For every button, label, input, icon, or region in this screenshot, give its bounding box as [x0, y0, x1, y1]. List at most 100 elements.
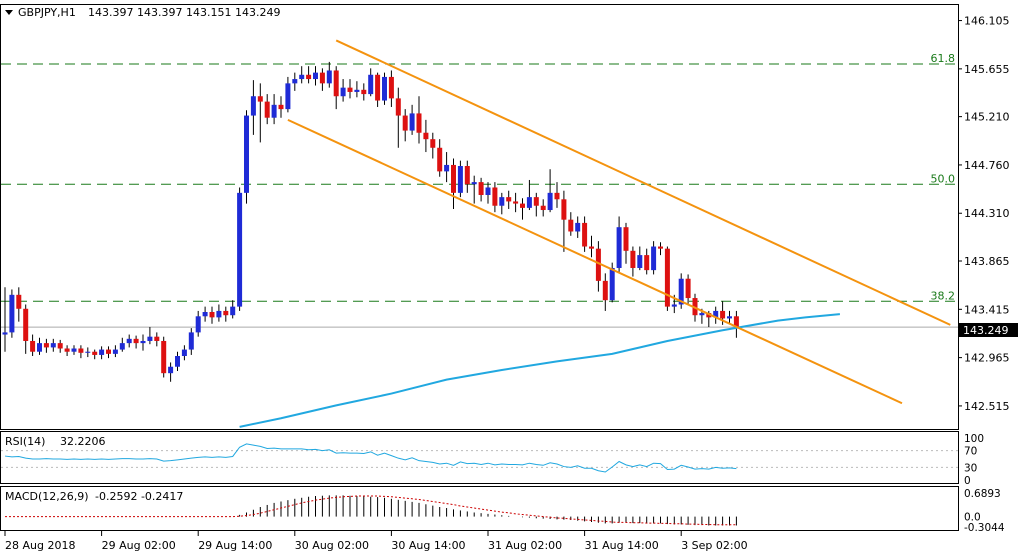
candle-body	[658, 246, 663, 249]
macd-tick-label: -0.3044	[964, 522, 1005, 534]
candle-body	[533, 197, 539, 206]
candle-body	[237, 192, 243, 307]
candle-body	[112, 349, 118, 354]
rsi-value: 32.2206	[60, 435, 106, 448]
candle-body	[644, 255, 650, 271]
candle-body	[630, 250, 636, 268]
time-tick-label: 29 Aug 02:00	[102, 539, 176, 552]
candle-body	[37, 343, 42, 352]
candle-body	[71, 348, 77, 352]
candle-body	[223, 310, 229, 316]
price-tick-label: 145.210	[964, 111, 1010, 124]
rsi-tick-label: 100	[964, 433, 984, 445]
candle-body	[106, 349, 111, 354]
candle-body	[506, 197, 512, 202]
fibonacci-levels: 61.8 50.0 38.2	[1, 52, 958, 302]
candle-body	[699, 313, 705, 316]
candle-body	[119, 343, 125, 350]
macd-signal-line	[5, 495, 737, 526]
candle-body	[423, 132, 429, 140]
price-tick-label: 142.965	[964, 352, 1010, 365]
price-tick-label: 144.760	[964, 159, 1010, 172]
candle-body	[126, 338, 132, 344]
candle-body	[368, 74, 374, 95]
candle-body	[147, 336, 153, 341]
candle-body	[257, 96, 263, 102]
candle-body	[547, 192, 553, 211]
current-price-label: 143.249	[963, 324, 1009, 337]
time-tick-label: 29 Aug 14:00	[198, 539, 272, 552]
candle-body	[168, 366, 174, 374]
candle-body	[375, 74, 381, 101]
time-tick-label: 3 Sep 02:00	[681, 539, 747, 552]
time-tick-label: 30 Aug 14:00	[391, 539, 465, 552]
candle-body	[492, 187, 498, 206]
macd-tick-label: 0.0	[964, 512, 981, 524]
candle-body	[9, 294, 15, 333]
candle-body	[457, 166, 463, 193]
price-tick-label: 142.515	[964, 400, 1010, 413]
candle-body	[209, 311, 215, 318]
candle-body	[140, 340, 146, 344]
fib-level-label: 61.8	[931, 52, 956, 65]
candle-body	[64, 348, 70, 352]
candle-body	[85, 351, 91, 353]
price-tick-label: 144.310	[964, 207, 1010, 220]
fib-level-label: 38.2	[931, 289, 956, 302]
candle-body	[678, 278, 684, 305]
macd-title: MACD(12,26,9)	[5, 490, 89, 503]
candle-body	[230, 306, 236, 316]
candle-body	[216, 310, 222, 318]
candle-body	[285, 83, 291, 110]
price-tick-label: 146.105	[964, 15, 1010, 28]
main-pane[interactable]	[0, 4, 959, 430]
candle-body	[651, 246, 657, 271]
candle-body	[50, 343, 56, 348]
candle-body	[720, 310, 726, 319]
rsi-line	[4, 443, 737, 473]
candle-body	[181, 349, 187, 357]
candle-body	[326, 70, 332, 84]
time-tick-label: 31 Aug 02:00	[488, 539, 562, 552]
candle-body	[340, 87, 346, 97]
rsi-title: RSI(14)	[5, 435, 45, 448]
candle-body	[306, 74, 312, 80]
candle-body	[313, 72, 318, 80]
candle-body	[388, 76, 394, 99]
candle-body	[444, 164, 450, 172]
candle-body	[278, 104, 284, 110]
macd-value: -0.2592 -0.2417	[95, 490, 183, 503]
candle-body	[264, 101, 270, 118]
dropdown-arrow-icon[interactable]	[5, 10, 13, 15]
macd-indicator: 0.6893 0.0-0.3044	[5, 488, 1005, 534]
candle-body	[664, 248, 670, 307]
candle-body	[354, 89, 360, 92]
candle-body	[526, 197, 532, 208]
candle-body	[2, 332, 8, 335]
candle-body	[188, 332, 194, 350]
candle-body	[23, 308, 29, 341]
candle-body	[154, 336, 160, 341]
price-tick-label: 143.415	[964, 303, 1010, 316]
candle-body	[595, 248, 601, 281]
candle-body	[513, 201, 519, 204]
candle-body	[575, 222, 581, 232]
symbol-label[interactable]: GBPJPY,H1	[18, 6, 76, 19]
candle-body	[271, 104, 277, 118]
candle-body	[568, 219, 574, 232]
candle-body	[92, 351, 98, 355]
candle-body	[16, 294, 22, 309]
channel-upper-line	[335, 39, 951, 326]
candle-body	[471, 182, 477, 185]
rsi-pane[interactable]	[0, 431, 959, 484]
candle-body	[616, 227, 622, 268]
candle-body	[395, 98, 401, 116]
candle-body	[250, 96, 256, 116]
candle-body	[361, 89, 367, 95]
price-tick-label: 145.655	[964, 63, 1010, 76]
candle-body	[416, 113, 422, 133]
candle-body	[437, 147, 443, 172]
rsi-tick-label: 70	[964, 446, 977, 458]
candle-body	[347, 87, 353, 92]
